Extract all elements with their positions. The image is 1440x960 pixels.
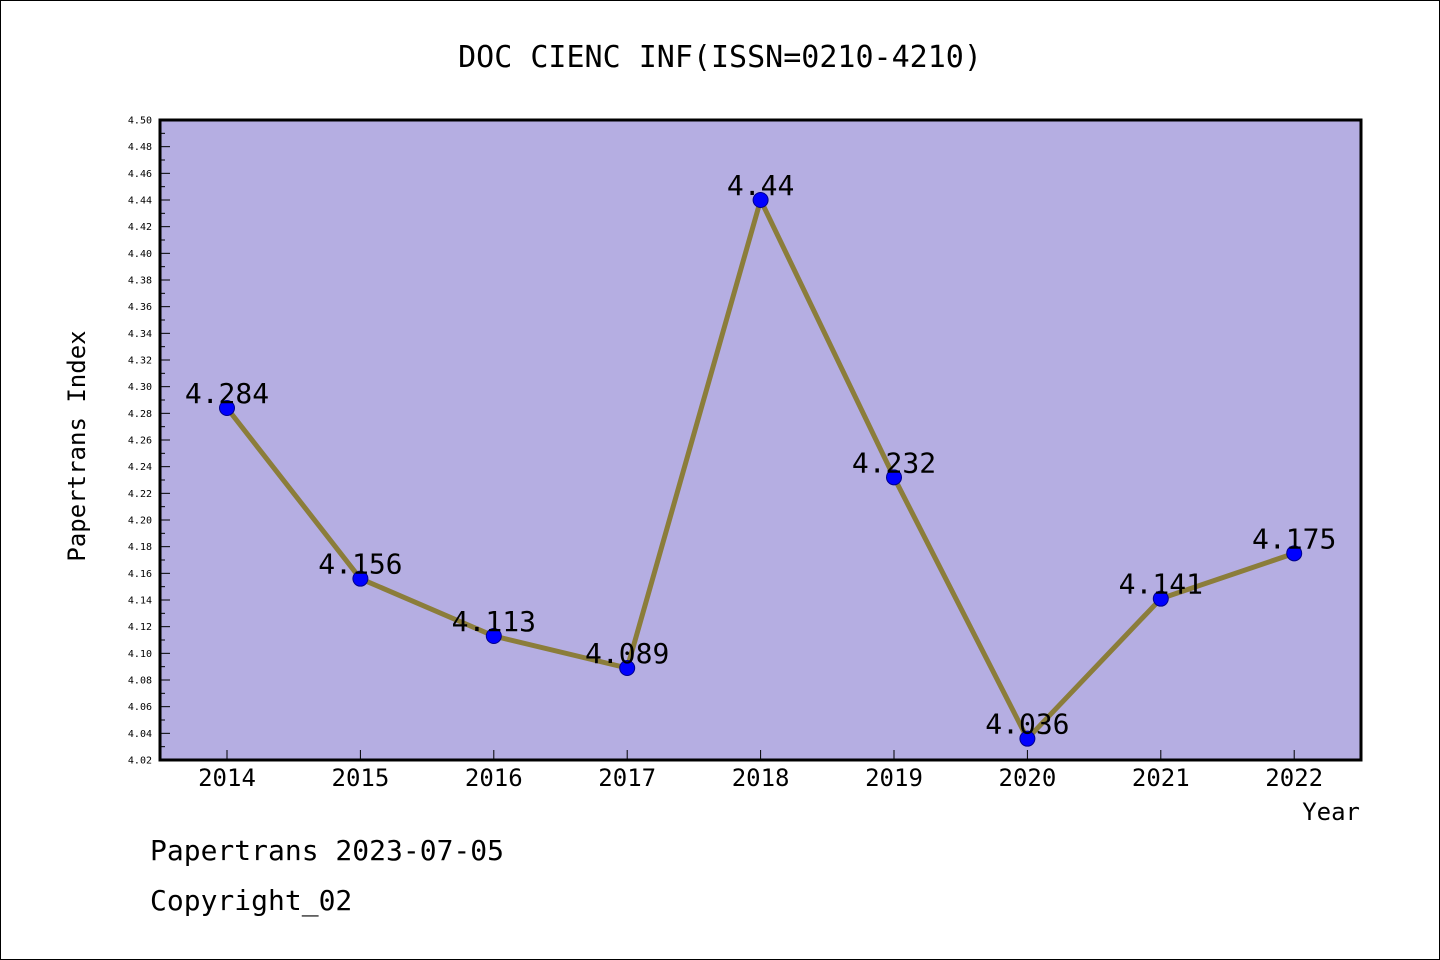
data-label: 4.113	[452, 605, 536, 638]
y-tick-label: 4.50	[128, 116, 152, 127]
plot-area	[158, 118, 1363, 762]
y-tick-label: 4.38	[128, 276, 152, 287]
y-tick-label: 4.46	[128, 169, 152, 180]
y-axis-label: Papertrans Index	[63, 330, 91, 561]
data-point	[752, 192, 769, 208]
y-tick-label: 4.16	[128, 569, 152, 580]
y-tick-label: 4.10	[128, 649, 152, 660]
data-label: 4.284	[185, 377, 269, 410]
y-tick-label: 4.04	[128, 729, 152, 740]
y-tick-label: 4.08	[128, 676, 152, 687]
y-tick-label: 4.12	[128, 622, 152, 633]
footer-date: Papertrans 2023-07-05	[150, 834, 505, 867]
data-point	[619, 660, 636, 676]
x-axis: 2014 2015 2016 2017 2018 2019 2020 2021 2022	[198, 750, 1323, 792]
x-tick-label: 2019	[865, 764, 923, 792]
data-point	[219, 400, 235, 416]
data-point	[485, 628, 502, 644]
y-tick-label: 4.30	[128, 382, 152, 393]
x-axis-label: Year	[1302, 798, 1360, 826]
y-tick-label: 4.24	[128, 462, 152, 473]
y-tick-label: 4.42	[128, 222, 152, 233]
data-label: 4.44	[727, 169, 794, 202]
y-tick-label: 4.26	[128, 436, 152, 447]
x-tick-label: 2015	[332, 764, 390, 792]
y-tick-label: 4.48	[128, 142, 152, 153]
y-tick-label: 4.40	[128, 249, 152, 260]
chart-title: DOC CIENC INF(ISSN=0210-4210)	[458, 40, 982, 75]
y-tick-label: 4.44	[128, 196, 152, 207]
y-tick-label: 4.32	[128, 356, 152, 367]
data-point	[1019, 730, 1036, 747]
data-label: 4.089	[585, 637, 669, 670]
y-tick-label: 4.02	[128, 756, 152, 767]
y-tick-label: 4.28	[128, 409, 152, 420]
x-tick-label: 2018	[732, 764, 790, 792]
data-label: 4.232	[852, 446, 936, 479]
y-tick-label: 4.14	[128, 596, 152, 607]
data-point	[1286, 545, 1303, 562]
x-tick-label: 2021	[1132, 764, 1190, 792]
x-tick-label: 2022	[1265, 764, 1323, 792]
y-tick-label: 4.18	[128, 542, 152, 553]
x-tick-label: 2016	[465, 764, 523, 792]
data-label: 4.036	[985, 708, 1069, 741]
x-tick-label: 2014	[198, 764, 256, 792]
data-label: 4.141	[1119, 568, 1203, 601]
data-point	[1152, 590, 1169, 607]
data-label: 4.156	[318, 548, 402, 581]
data-point	[352, 570, 369, 587]
data-label: 4.175	[1252, 522, 1336, 555]
y-tick-label: 4.34	[128, 329, 152, 340]
y-tick-label: 4.20	[128, 516, 152, 527]
y-tick-label: 4.06	[128, 702, 152, 713]
x-tick-label: 2017	[598, 764, 656, 792]
data-point	[886, 469, 902, 486]
footer-copyright: Copyright_02	[150, 884, 353, 917]
x-tick-label: 2020	[999, 764, 1057, 792]
y-tick-label: 4.22	[128, 489, 152, 500]
y-tick-label: 4.36	[128, 302, 152, 313]
y-axis: 4.02 4.04 4.06 4.08 4.10 4.12 4.14 4.16 4.18 4.20…	[128, 116, 170, 767]
series-group: 4.284 4.156 4.113 4.089 4.44 4.232 4.036 4.141 4…	[185, 169, 1336, 747]
